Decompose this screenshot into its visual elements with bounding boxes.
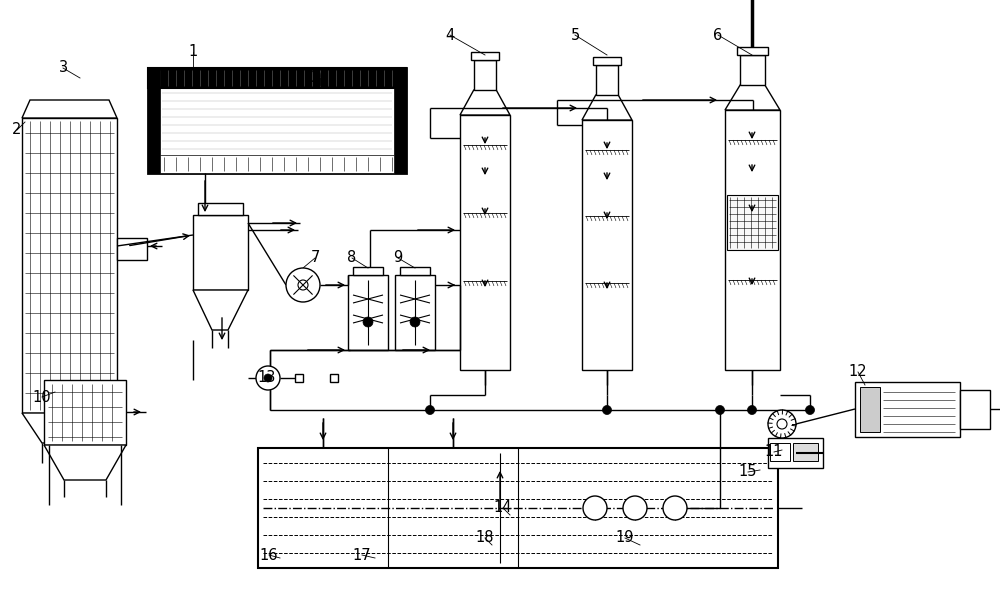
Bar: [727, 195, 778, 250]
Bar: [860, 387, 880, 432]
Bar: [348, 275, 388, 350]
Circle shape: [768, 410, 796, 438]
Circle shape: [363, 317, 373, 327]
Circle shape: [748, 405, 757, 415]
Polygon shape: [22, 100, 117, 118]
Text: 9: 9: [393, 250, 403, 266]
Bar: [471, 52, 499, 60]
Polygon shape: [44, 445, 126, 480]
Bar: [460, 115, 510, 370]
Polygon shape: [582, 95, 632, 120]
Bar: [593, 57, 621, 65]
Bar: [295, 374, 303, 382]
Text: 12: 12: [849, 365, 867, 379]
Circle shape: [806, 405, 814, 415]
Circle shape: [426, 405, 434, 415]
Text: 8: 8: [347, 250, 357, 266]
Circle shape: [256, 366, 280, 390]
Polygon shape: [725, 85, 780, 110]
Bar: [330, 374, 338, 382]
Text: 19: 19: [616, 531, 634, 546]
Bar: [582, 120, 632, 370]
Text: 1: 1: [188, 44, 198, 60]
Bar: [793, 443, 818, 461]
Bar: [474, 60, 496, 90]
Text: 14: 14: [494, 501, 512, 515]
Bar: [44, 380, 126, 445]
Circle shape: [663, 496, 687, 520]
Text: 4: 4: [445, 28, 455, 42]
Bar: [768, 438, 823, 468]
Circle shape: [623, 496, 647, 520]
Bar: [960, 390, 990, 429]
Text: 6: 6: [713, 28, 723, 42]
Text: 2: 2: [12, 122, 22, 138]
Bar: [353, 267, 383, 275]
Text: 13: 13: [258, 370, 276, 386]
Polygon shape: [22, 413, 117, 443]
Bar: [395, 275, 435, 350]
Bar: [160, 155, 394, 173]
Bar: [117, 238, 147, 260]
Text: 10: 10: [33, 389, 51, 405]
Circle shape: [602, 405, 612, 415]
Polygon shape: [460, 90, 510, 115]
Circle shape: [410, 317, 420, 327]
Text: 7: 7: [310, 250, 320, 266]
Text: 17: 17: [353, 547, 371, 563]
Text: 18: 18: [476, 531, 494, 546]
Bar: [770, 443, 790, 461]
Bar: [258, 448, 778, 568]
Text: 16: 16: [260, 547, 278, 563]
Bar: [148, 68, 160, 173]
Bar: [193, 215, 248, 290]
Circle shape: [583, 496, 607, 520]
Text: 15: 15: [739, 464, 757, 480]
Bar: [148, 68, 406, 173]
Circle shape: [298, 280, 308, 290]
Bar: [855, 382, 960, 437]
Text: 5: 5: [570, 28, 580, 42]
Text: 20: 20: [311, 71, 329, 85]
Bar: [394, 68, 406, 173]
Bar: [198, 203, 243, 215]
Bar: [737, 47, 768, 55]
Bar: [400, 267, 430, 275]
Text: 3: 3: [58, 60, 68, 76]
Bar: [596, 65, 618, 95]
Circle shape: [264, 374, 272, 382]
Circle shape: [716, 405, 724, 415]
Bar: [725, 110, 780, 370]
Text: 11: 11: [765, 445, 783, 459]
Polygon shape: [193, 290, 248, 330]
Bar: [740, 55, 765, 85]
Bar: [22, 118, 117, 413]
Circle shape: [777, 419, 787, 429]
Bar: [148, 68, 406, 88]
Circle shape: [286, 268, 320, 302]
